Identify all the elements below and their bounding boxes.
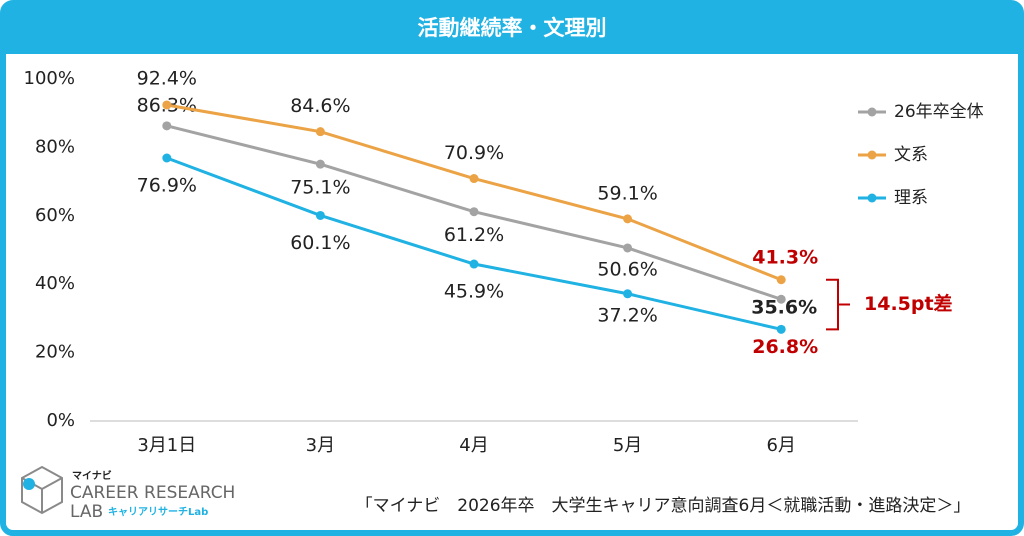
- x-tick-label: 3月1日: [137, 435, 196, 456]
- data-label: 35.6%: [751, 297, 817, 319]
- y-tick-label: 40%: [35, 273, 75, 294]
- chart-title: 活動継続率・文理別: [418, 16, 607, 40]
- source: 「マイナビ 2026年卒 大学生キャリア意向調査6月＜就職活動・進路決定＞」: [356, 496, 971, 516]
- data-label: 37.2%: [597, 304, 657, 326]
- point: [162, 121, 172, 131]
- bracket: [826, 278, 850, 331]
- point: [776, 324, 786, 334]
- point: [315, 159, 325, 169]
- logo-name: CAREER RESEARCH: [70, 483, 235, 503]
- y-tick-label: 100%: [24, 68, 75, 89]
- data-label: 59.1%: [597, 182, 657, 204]
- legend-label: 26年卒全体: [894, 102, 984, 122]
- x-tick-label: 5月: [613, 435, 642, 456]
- data-label: 84.6%: [290, 95, 350, 117]
- data-label: 26.8%: [752, 336, 818, 358]
- point: [623, 243, 633, 253]
- data-label: 60.1%: [290, 232, 350, 254]
- y-tick-label: 20%: [35, 342, 75, 363]
- point: [315, 210, 325, 220]
- data-label: 50.6%: [597, 258, 657, 280]
- x-tick-label: 4月: [459, 435, 488, 456]
- point: [623, 289, 633, 299]
- y-tick-label: 60%: [35, 205, 75, 226]
- data-label: 45.9%: [444, 281, 504, 303]
- point: [469, 259, 479, 269]
- data-label: 76.9%: [137, 175, 197, 197]
- point: [469, 207, 479, 217]
- logo: マイナビ CAREER RESEARCH LAB キャリアリサーチLab: [21, 465, 235, 522]
- point: [776, 275, 786, 285]
- legend-dot: [867, 193, 877, 203]
- point: [623, 214, 633, 224]
- x-tick-label: 6月: [766, 435, 795, 456]
- point: [162, 153, 172, 163]
- legend-dot: [867, 150, 877, 160]
- logo-dot: [23, 478, 35, 490]
- point: [469, 174, 479, 184]
- data-label: 41.3%: [752, 246, 818, 268]
- point: [315, 127, 325, 137]
- data-label: 61.2%: [444, 224, 504, 246]
- y-tick-label: 80%: [35, 136, 75, 157]
- logo-cube: [21, 465, 63, 515]
- data-label: 75.1%: [290, 177, 350, 199]
- y-tick-label: 0%: [46, 410, 75, 431]
- data-label: 70.9%: [444, 142, 504, 164]
- annotation: 14.5pt差: [864, 292, 953, 315]
- logo-sub: キャリアリサーチLab: [108, 506, 208, 518]
- legend-dot: [867, 107, 877, 117]
- data-label: 92.4%: [137, 67, 197, 89]
- legend-label: 文系: [894, 145, 928, 165]
- legend-label: 理系: [894, 188, 928, 208]
- point: [776, 294, 786, 304]
- point: [162, 100, 172, 110]
- title-bar: [3, 3, 1021, 54]
- logo-brand: マイナビ: [72, 469, 112, 482]
- x-tick-label: 3月: [306, 435, 335, 456]
- logo-lab: LAB: [70, 502, 103, 522]
